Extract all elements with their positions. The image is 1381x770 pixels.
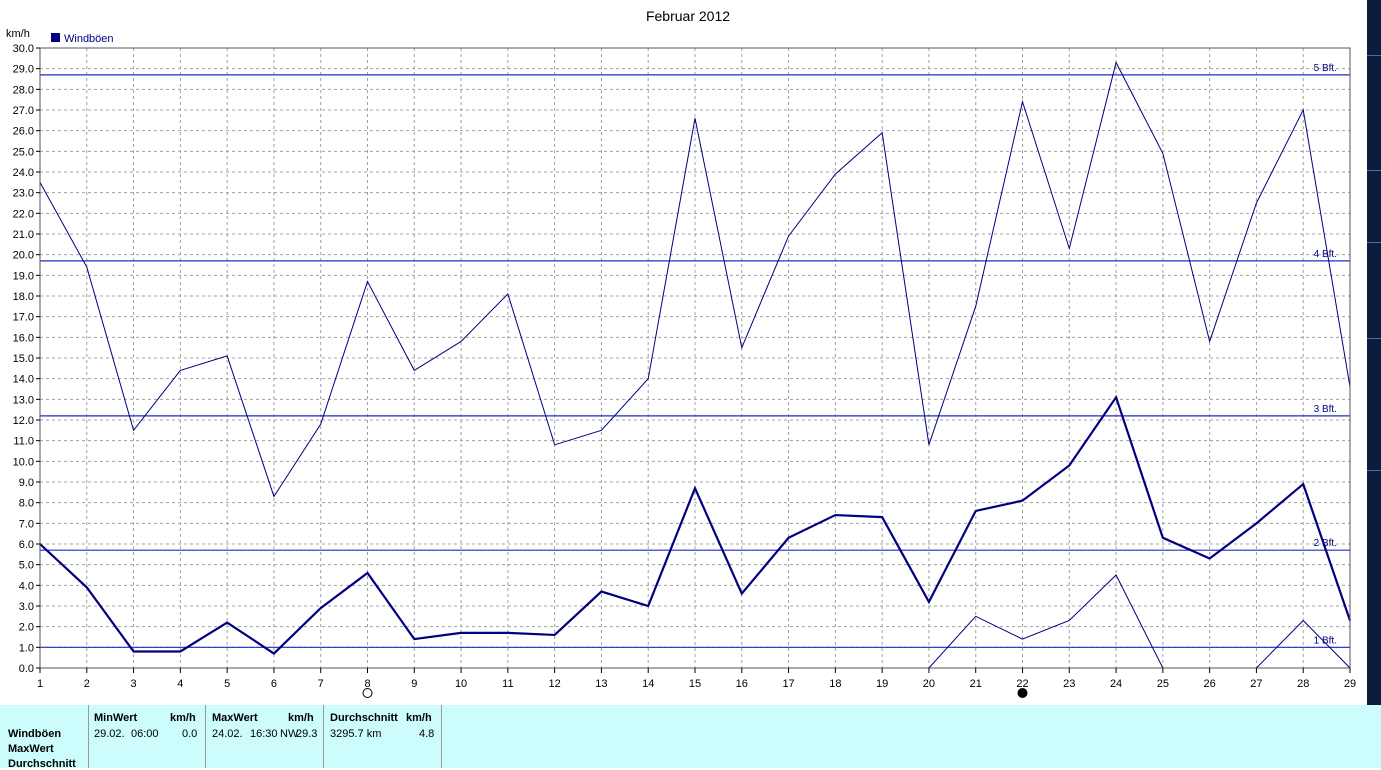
x-tick-label: 17 [782,678,794,690]
y-tick-label: 13.0 [13,394,34,406]
row-label-windboeen: Windböen [8,728,62,740]
x-tick-label: 12 [549,678,561,690]
max-value: 29.3 [296,728,318,740]
y-tick-label: 28.0 [13,84,34,96]
x-tick-label: 14 [642,678,654,690]
new-moon-icon [1017,688,1028,698]
x-tick-label: 4 [177,678,183,690]
x-tick-label: 11 [502,678,513,690]
x-tick-label: 22 [1016,678,1028,690]
x-tick-label: 6 [271,678,277,690]
x-tick-label: 13 [595,678,607,690]
legend-label: Windböen [64,33,114,45]
avg-value: 4.8 [419,728,435,740]
x-tick-label: 21 [970,678,982,690]
chart-title: Februar 2012 [646,8,730,24]
y-tick-label: 3.0 [19,601,34,613]
y-axis-unit: km/h [6,28,30,40]
y-tick-label: 6.0 [19,539,34,551]
max-date: 24.02. [212,728,243,740]
y-tick-label: 27.0 [13,105,34,117]
y-tick-label: 0.0 [19,663,34,675]
x-tick-label: 23 [1063,678,1075,690]
legend-swatch [51,33,60,42]
axes: 0.01.02.03.04.05.06.07.08.09.010.011.012… [13,43,1357,690]
y-tick-label: 24.0 [13,167,34,179]
legend: Windböen [51,33,114,45]
series-line-max [39,61,1351,498]
y-tick-label: 1.0 [19,642,34,654]
full-moon-icon [362,688,373,698]
row-label-durchschnitt: Durchschnitt [8,758,76,770]
x-tick-label: 20 [923,678,935,690]
y-tick-label: 4.0 [19,580,34,592]
y-tick-label: 15.0 [13,353,34,365]
min-header: MinWert [94,712,138,724]
window-edge-strip [1367,0,1381,705]
x-tick-label: 16 [736,678,748,690]
x-tick-label: 25 [1157,678,1169,690]
y-tick-label: 25.0 [13,146,34,158]
series-line-average [39,394,1352,655]
avg-unit: km/h [406,712,432,724]
statistics-panel: Windböen MaxWert Durchschnitt MinWert km… [0,705,1381,770]
y-tick-label: 14.0 [13,374,34,386]
x-tick-label: 10 [455,678,467,690]
max-unit: km/h [288,712,314,724]
y-tick-label: 18.0 [13,291,34,303]
beaufort-label: 5 Bft. [1314,63,1337,74]
y-tick-label: 2.0 [19,622,34,634]
y-tick-label: 9.0 [19,477,34,489]
y-tick-label: 30.0 [13,43,34,55]
x-tick-label: 2 [84,678,90,690]
avg-distance: 3295.7 km [330,728,382,740]
x-tick-label: 8 [364,678,370,690]
x-tick-label: 19 [876,678,888,690]
y-tick-label: 12.0 [13,415,34,427]
x-tick-label: 1 [37,678,43,690]
max-header: MaxWert [212,712,258,724]
x-tick-label: 26 [1204,678,1216,690]
beaufort-lines: 1 Bft. 2 Bft. 3 Bft. 4 Bft. 5 Bft. [40,63,1350,648]
min-date: 29.02. [94,728,125,740]
y-tick-label: 19.0 [13,270,34,282]
y-tick-label: 20.0 [13,250,34,262]
x-tick-label: 7 [318,678,324,690]
grid [40,48,1350,668]
y-tick-label: 7.0 [19,518,34,530]
x-tick-label: 24 [1110,678,1122,690]
y-tick-label: 17.0 [13,312,34,324]
beaufort-label: 1 Bft. [1314,635,1337,646]
y-tick-label: 23.0 [13,188,34,200]
x-tick-label: 29 [1344,678,1356,690]
beaufort-label: 3 Bft. [1314,404,1337,415]
y-tick-label: 5.0 [19,560,34,572]
x-tick-label: 5 [224,678,230,690]
beaufort-label: 2 Bft. [1314,538,1337,549]
min-time: 06:00 [131,728,159,740]
y-tick-label: 11.0 [13,436,34,448]
x-tick-label: 27 [1250,678,1262,690]
y-tick-label: 29.0 [13,64,34,76]
max-direction: NW [280,728,299,740]
x-tick-label: 15 [689,678,701,690]
chart: Februar 2012 km/h Windböen 1 Bft. 2 Bft. 3… [6,8,1357,698]
min-unit: km/h [170,712,196,724]
x-tick-label: 3 [131,678,137,690]
y-tick-label: 26.0 [13,126,34,138]
x-tick-label: 28 [1297,678,1309,690]
min-value: 0.0 [182,728,198,740]
moon-phases [362,688,1028,698]
beaufort-label: 4 Bft. [1314,249,1337,260]
y-tick-label: 10.0 [13,456,34,468]
x-tick-label: 9 [411,678,417,690]
row-label-maxwert: MaxWert [8,743,54,755]
y-tick-label: 21.0 [13,229,34,241]
y-tick-label: 22.0 [13,208,34,220]
y-tick-label: 16.0 [13,332,34,344]
x-tick-label: 18 [829,678,841,690]
max-time: 16:30 [250,728,278,740]
avg-header: Durchschnitt [330,712,398,724]
y-tick-label: 8.0 [19,498,34,510]
